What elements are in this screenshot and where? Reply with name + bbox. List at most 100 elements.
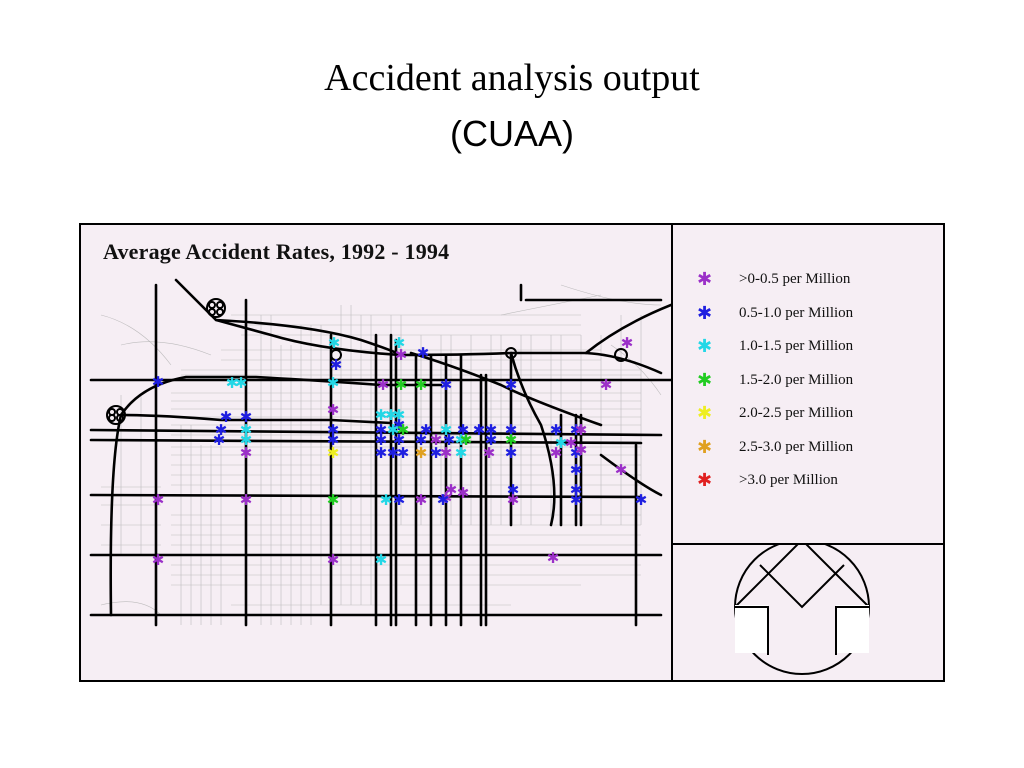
accident-marker: ✱ <box>397 444 410 462</box>
legend: ✱ >0-0.5 per Million ✱ 0.5-1.0 per Milli… <box>673 225 943 545</box>
accident-marker: ✱ <box>420 421 433 439</box>
accident-marker: ✱ <box>240 408 253 426</box>
accident-marker: ✱ <box>570 461 583 479</box>
accident-marker: ✱ <box>327 444 340 462</box>
slide-title: Accident analysis output <box>324 57 700 99</box>
accident-marker: ✱ <box>440 421 453 439</box>
accident-marker: ✱ <box>575 421 588 439</box>
accident-marker: ✱ <box>460 431 473 449</box>
slide-subtitle: (CUAA) <box>450 113 574 154</box>
interchanges <box>106 298 628 425</box>
legend-item: ✱ 1.0-1.5 per Million <box>673 336 943 372</box>
accident-marker: ✱ <box>550 421 563 439</box>
accident-marker: ✱ <box>570 491 583 509</box>
accident-marker: ✱ <box>393 431 406 449</box>
legend-item: ✱ 0.5-1.0 per Million <box>673 302 943 339</box>
asterisk-icon: ✱ <box>697 369 713 391</box>
accident-marker: ✱ <box>565 434 578 452</box>
accident-marker: ✱ <box>505 444 518 462</box>
accident-marker: ✱ <box>377 376 390 394</box>
accident-marker: ✱ <box>445 481 458 499</box>
accident-marker: ✱ <box>455 431 468 449</box>
accident-marker: ✱ <box>327 401 340 419</box>
accident-marker: ✱ <box>440 376 453 394</box>
accident-marker: ✱ <box>393 334 406 352</box>
accident-marker: ✱ <box>375 444 388 462</box>
accident-marker: ✱ <box>621 334 634 352</box>
accident-markers: ✱ ✱✱✱ ✱✱✱ ✱✱ ✱ ✱ ✱ ✱ ✱ ✱ ✱✱ ✱ ✱ ✱✱✱✱✱ ✱ ✱ ✱ ✱✱ ✱ ✱ ✱ ✱ ✱ ✱ ✱ ✱✱✱ ✱… <box>152 334 648 569</box>
accident-marker: ✱ <box>440 489 453 507</box>
accident-marker: ✱ <box>473 421 486 439</box>
legend-label: 2.5-3.0 per Million <box>739 438 854 455</box>
accident-marker: ✱ <box>327 551 340 569</box>
accident-marker: ✱ <box>375 406 388 424</box>
legend-list: ✱ >0-0.5 per Million ✱ 0.5-1.0 per Milli… <box>673 269 943 506</box>
asterisk-icon: ✱ <box>697 336 713 357</box>
legend-label: 2.0-2.5 per Million <box>739 405 854 421</box>
accident-marker: ✱ <box>385 406 398 424</box>
legend-item: ✱ >3.0 per Million <box>673 470 943 506</box>
accident-map-figure: ✱ ✱ ✱ ✱ ✱ ✱ ✱ ✱ ✱ ✱ ✱ ✱ ✱ ✱ ✱ ✱ ✱ ✱ ✱ ✱ ✱ ✱ ✱ ✱ ✱ ✱ ✱ ✱ ✱ ✱ ✱ ✱ ✱ ✱ ✱ ✱ ✱ ✱ ✱ ✱… <box>79 223 945 682</box>
accident-marker: ✱ <box>415 376 428 394</box>
accident-marker: ✱ <box>327 421 340 439</box>
accident-marker: ✱ <box>375 431 388 449</box>
accident-marker: ✱ <box>395 376 408 394</box>
map-panel: ✱ ✱ ✱ ✱ ✱ ✱ ✱ ✱ ✱ ✱ ✱ ✱ ✱ ✱ ✱ ✱ ✱ ✱ ✱ ✱ ✱ ✱ ✱ ✱ ✱ ✱ ✱ ✱ ✱ ✱ ✱ ✱ ✱ ✱ ✱ ✱ ✱ ✱ ✱ ✱… <box>81 225 673 680</box>
accident-marker: ✱ <box>507 481 520 499</box>
legend-label: >0-0.5 per Million <box>739 271 851 287</box>
accident-marker: ✱ <box>457 484 470 502</box>
accident-marker: ✱ <box>240 431 253 449</box>
accident-marker: ✱ <box>152 491 165 509</box>
asterisk-icon: ✱ <box>697 269 713 290</box>
asterisk-icon: ✱ <box>697 436 713 458</box>
accident-marker: ✱ <box>505 421 518 439</box>
major-roads <box>89 278 671 627</box>
accident-marker: ✱ <box>327 491 340 509</box>
accident-marker: ✱ <box>397 421 410 439</box>
accident-marker: ✱ <box>415 491 428 509</box>
north-arrow-icon <box>734 538 870 675</box>
accident-marker: ✱ <box>635 491 648 509</box>
legend-label: 0.5-1.0 per Million <box>739 304 854 321</box>
north-arrow-panel <box>673 538 943 680</box>
accident-marker: ✱ <box>393 416 406 434</box>
accident-marker: ✱ <box>437 491 450 509</box>
accident-marker: ✱ <box>380 491 393 509</box>
accident-marker: ✱ <box>440 444 453 462</box>
accident-marker: ✱ <box>415 444 428 462</box>
accident-marker: ✱ <box>457 421 470 439</box>
street-map: ✱ ✱✱✱ ✱✱✱ ✱✱ ✱ ✱ ✱ ✱ ✱ ✱ ✱✱ ✱ ✱ ✱✱✱✱✱ ✱ ✱ ✱ ✱✱ ✱ ✱ ✱ ✱ ✱ ✱ ✱ ✱✱✱ ✱… <box>89 278 671 627</box>
accident-marker: ✱ <box>240 444 253 462</box>
accident-marker: ✱ <box>505 431 518 449</box>
accident-marker: ✱ <box>327 431 340 449</box>
asterisk-icon: ✱ <box>697 302 713 324</box>
accident-marker: ✱ <box>330 356 343 374</box>
accident-marker: ✱ <box>570 421 583 439</box>
asterisk-icon: ✱ <box>697 403 713 424</box>
accident-marker: ✱ <box>555 434 568 452</box>
legend-item: ✱ >0-0.5 per Million <box>673 269 943 305</box>
accident-marker: ✱ <box>213 431 226 449</box>
legend-label: 1.0-1.5 per Million <box>739 338 854 354</box>
legend-item: ✱ 2.5-3.0 per Million <box>673 436 943 473</box>
accident-marker: ✱ <box>485 421 498 439</box>
accident-marker: ✱ <box>547 549 560 567</box>
accident-marker: ✱ <box>152 373 165 391</box>
accident-marker: ✱ <box>375 551 388 569</box>
legend-item: ✱ 2.0-2.5 per Million <box>673 403 943 439</box>
accident-marker: ✱ <box>485 431 498 449</box>
accident-marker: ✱ <box>395 346 408 364</box>
legend-item: ✱ 1.5-2.0 per Million <box>673 369 943 406</box>
accident-marker: ✱ <box>220 408 233 426</box>
accident-marker: ✱ <box>415 431 428 449</box>
legend-label: 1.5-2.0 per Million <box>739 371 854 388</box>
accident-marker: ✱ <box>226 374 239 392</box>
accident-marker: ✱ <box>387 444 400 462</box>
map-title: Average Accident Rates, 1992 - 1994 <box>103 239 450 264</box>
accident-marker: ✱ <box>443 431 456 449</box>
accident-marker: ✱ <box>240 421 253 439</box>
accident-marker: ✱ <box>430 444 443 462</box>
accident-marker: ✱ <box>240 491 253 509</box>
accident-marker: ✱ <box>215 421 228 439</box>
accident-marker: ✱ <box>550 444 563 462</box>
